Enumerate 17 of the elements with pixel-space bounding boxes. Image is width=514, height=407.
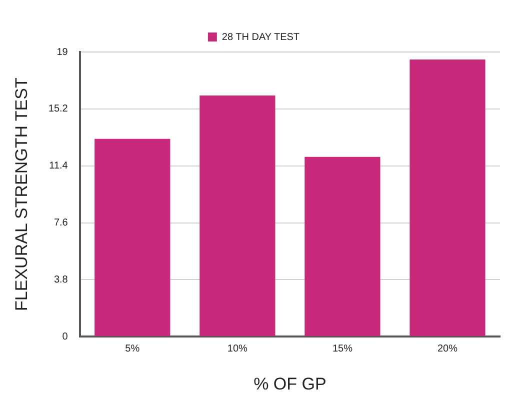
x-tick-label: 5% [125,343,140,354]
legend-label: 28 TH DAY TEST [222,32,300,43]
y-axis-title: FLEXURAL STRENGTH TEST [12,78,31,311]
bar [200,95,276,336]
y-tick-label: 7.6 [54,218,68,229]
x-tick-label: 20% [437,343,458,354]
bar [94,138,170,336]
y-tick-label: 19 [56,46,68,58]
x-axis-title: % OF GP [254,374,326,394]
bar [410,59,486,336]
y-tick-label: 11.4 [49,160,68,172]
x-tick-label: 10% [227,343,248,354]
y-tick-label: 15.2 [48,104,68,115]
bar [304,156,380,336]
y-tick-label: 0 [62,331,68,342]
y-tick-label: 3.8 [54,274,68,286]
x-tick-label: 15% [332,343,353,354]
